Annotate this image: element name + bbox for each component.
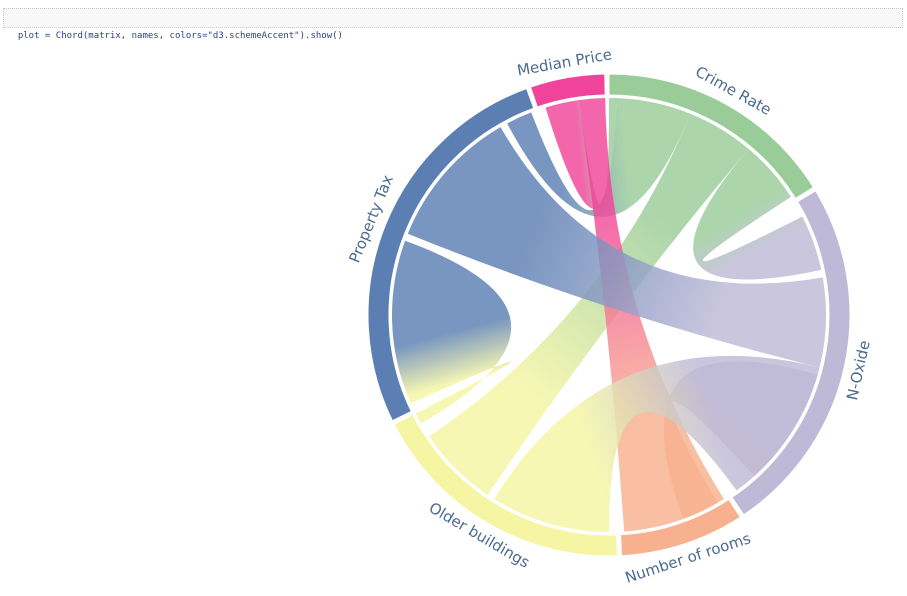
- arc-older-buildings[interactable]: [393, 414, 618, 557]
- arc-median-price[interactable]: [529, 73, 606, 108]
- arc-n-oxide[interactable]: [731, 190, 851, 516]
- arc-crime-rate[interactable]: [608, 73, 815, 200]
- code-text: plot = Chord(matrix, names, colors="d3.s…: [17, 31, 343, 41]
- code-cell[interactable]: plot = Chord(matrix, names, colors="d3.s…: [3, 8, 903, 41]
- ribbons-layer: [391, 98, 827, 532]
- ribbon-crime-rate-to-older-buildings[interactable]: [429, 113, 749, 495]
- ribbon-property-tax-to-n-oxide[interactable]: [407, 127, 827, 368]
- arc-property-tax[interactable]: [367, 87, 535, 422]
- ribbon-crime-rate-to-n-oxide[interactable]: [693, 148, 822, 280]
- ribbon-median-price-to-number-of-rooms[interactable]: [578, 98, 724, 532]
- ribbon-median-price-to-crime-rate[interactable]: [545, 98, 617, 209]
- arcs-layer: [367, 73, 851, 557]
- ribbon-property-tax-to-older-buildings[interactable]: [391, 240, 512, 424]
- ribbon-n-oxide-to-older-buildings[interactable]: [494, 355, 820, 532]
- ribbon-crime-rate-to-property-tax[interactable]: [507, 98, 691, 217]
- arc-number-of-rooms[interactable]: [619, 498, 741, 557]
